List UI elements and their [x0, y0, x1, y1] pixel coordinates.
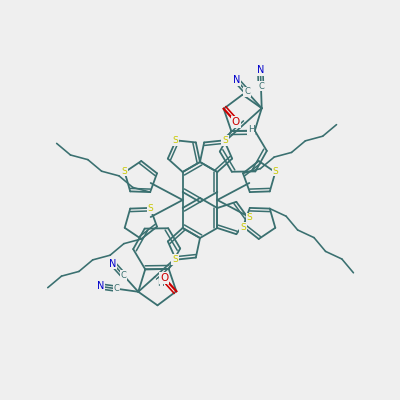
Text: O: O: [232, 117, 240, 127]
Text: S: S: [272, 167, 278, 176]
Text: N: N: [233, 75, 240, 85]
Text: H: H: [248, 125, 255, 134]
Text: O: O: [160, 273, 168, 283]
Text: C: C: [244, 87, 250, 96]
Text: N: N: [257, 65, 264, 75]
Text: S: S: [246, 214, 252, 222]
Text: C: C: [258, 82, 264, 91]
Text: S: S: [240, 223, 246, 232]
Text: H: H: [157, 279, 164, 288]
Text: N: N: [97, 282, 104, 292]
Text: S: S: [147, 204, 153, 214]
Text: S: S: [172, 136, 178, 145]
Text: C: C: [114, 284, 120, 293]
Text: N: N: [109, 258, 116, 268]
Text: S: S: [222, 136, 228, 145]
Text: S: S: [122, 167, 128, 176]
Text: S: S: [172, 255, 178, 264]
Text: C: C: [121, 271, 126, 280]
